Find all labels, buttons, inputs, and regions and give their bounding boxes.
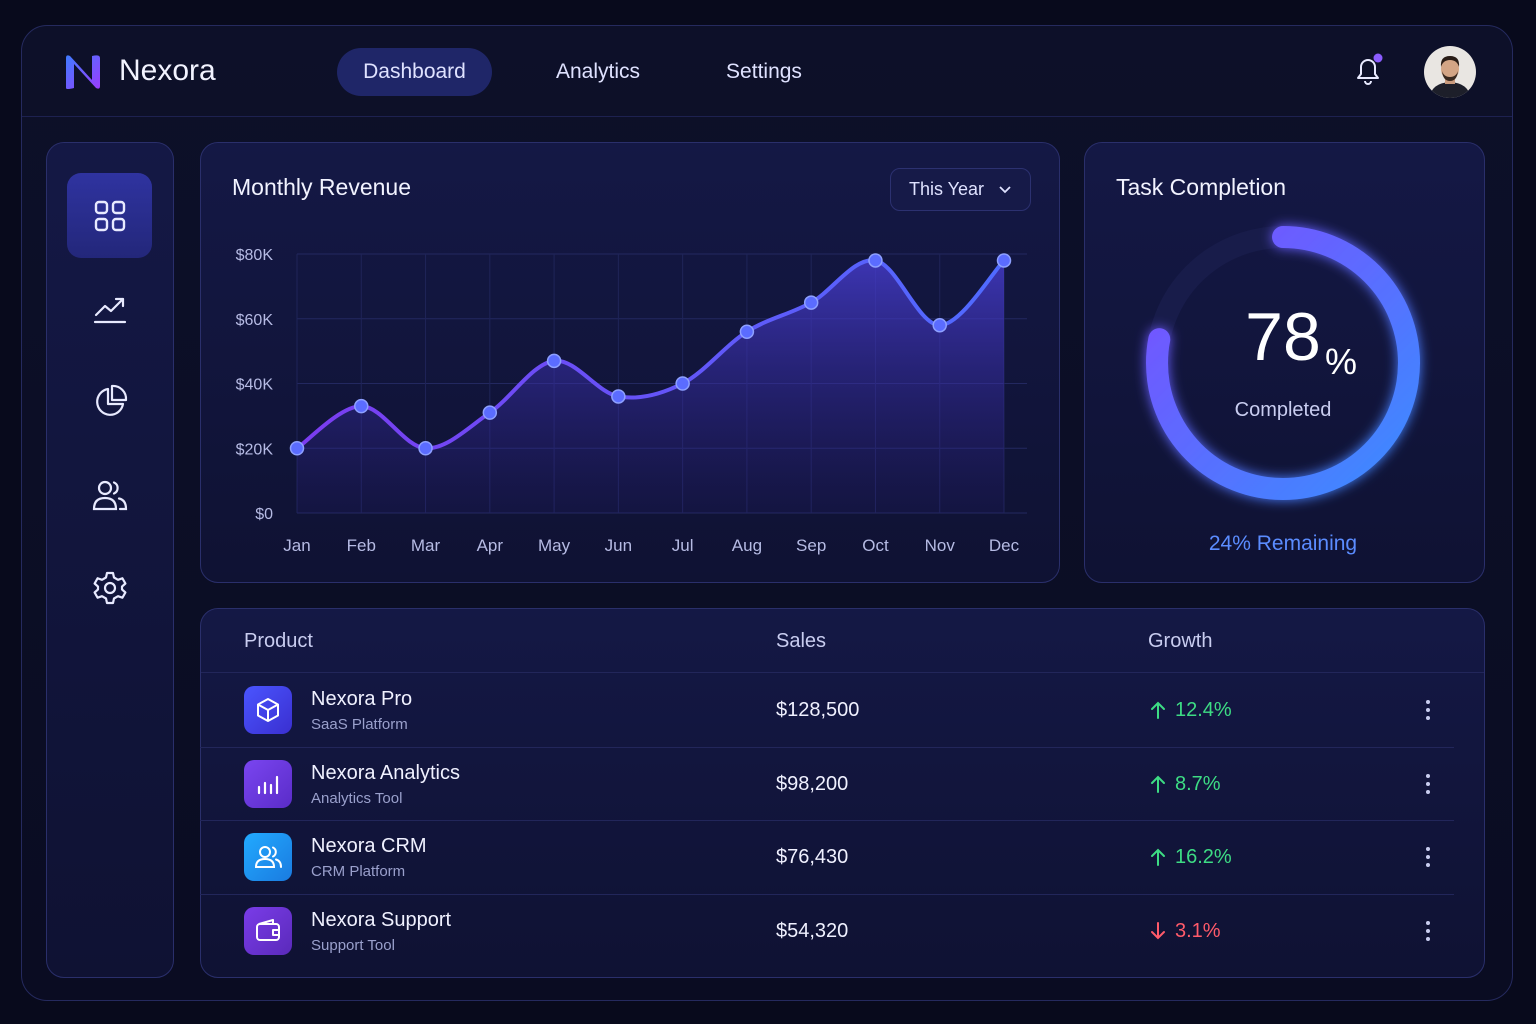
x-tick-label: Jan [283, 536, 310, 555]
x-tick-label: Mar [411, 536, 441, 555]
brand-name: Nexora [119, 54, 216, 87]
row-divider [200, 746, 1454, 748]
revenue-point [611, 389, 626, 404]
remaining-label: 24% Remaining [1209, 532, 1357, 555]
nav-settings[interactable]: Settings [726, 60, 802, 83]
product-name: Nexora Pro [311, 688, 413, 710]
row-divider [200, 893, 1454, 895]
revenue-line [295, 258, 1006, 451]
revenue-point [932, 317, 947, 333]
product-icon [244, 907, 292, 956]
x-tick-label: Sep [796, 536, 826, 555]
revenue-point [803, 295, 819, 310]
sidebar-reports[interactable] [67, 359, 152, 444]
growth-arrow [1148, 847, 1168, 867]
product-sales: $128,500 [776, 699, 860, 721]
revenue-point [546, 353, 562, 369]
product-name: Nexora Support [311, 909, 452, 932]
row-divider [200, 820, 1454, 822]
growth-arrow [1148, 774, 1168, 794]
x-tick-label: May [538, 536, 571, 555]
growth-arrow [1148, 921, 1168, 941]
user-avatar[interactable] [1423, 45, 1477, 99]
x-tick-label: Jul [672, 536, 694, 555]
period-filter-label: This Year [909, 179, 985, 199]
revenue-point [482, 405, 498, 420]
sidebar-dashboard[interactable] [67, 173, 152, 258]
product-sales: $98,200 [776, 772, 849, 795]
revenue-point [354, 398, 369, 414]
column-header: Sales [776, 630, 827, 652]
x-tick-label: Aug [732, 536, 762, 555]
product-growth: 16.2% [1175, 846, 1232, 869]
product-icon [244, 833, 292, 882]
product-name: Nexora Analytics [311, 761, 460, 784]
product-name: Nexora CRM [311, 835, 427, 858]
header-divider [201, 672, 1484, 673]
y-tick-label: $0 [255, 506, 273, 523]
revenue-point [675, 376, 690, 391]
y-tick-label: $80K [236, 247, 274, 264]
revenue-point [418, 441, 433, 456]
completion-unit: % [1325, 341, 1357, 382]
product-growth: 8.7% [1175, 772, 1221, 795]
y-tick-label: $60K [236, 312, 274, 329]
sidebar-analytics[interactable] [67, 266, 152, 351]
brand-logo [66, 55, 100, 89]
product-subtitle: SaaS Platform [311, 716, 408, 733]
x-tick-label: Dec [989, 536, 1020, 555]
donut-progress [1146, 226, 1420, 500]
sidebar-settings[interactable] [67, 545, 152, 630]
revenue-point [868, 253, 883, 268]
product-icon [244, 686, 292, 734]
period-filter[interactable]: This Year [890, 168, 1031, 211]
revenue-point [996, 253, 1012, 268]
task-title: Task Completion [1116, 174, 1287, 200]
sidebar-users[interactable] [67, 452, 152, 537]
nav-analytics[interactable]: Analytics [555, 60, 641, 83]
row-menu[interactable] [1418, 845, 1438, 869]
completion-value: 78 [1245, 299, 1321, 375]
sidebar [46, 142, 174, 978]
revenue-title: Monthly Revenue [232, 174, 411, 200]
column-header: Product [244, 630, 313, 652]
completion-label: Completed [1235, 399, 1332, 421]
x-tick-label: Feb [347, 536, 376, 555]
revenue-area [297, 260, 1004, 513]
row-menu[interactable] [1418, 698, 1438, 722]
y-tick-label: $20K [236, 441, 274, 458]
product-growth: 3.1% [1175, 920, 1221, 943]
column-header: Growth [1148, 630, 1213, 652]
product-sales: $54,320 [776, 920, 849, 943]
row-menu[interactable] [1418, 919, 1438, 943]
product-subtitle: CRM Platform [311, 863, 406, 881]
x-tick-label: Apr [477, 536, 504, 555]
growth-arrow [1148, 700, 1168, 720]
product-subtitle: Support Tool [311, 937, 395, 955]
product-table [200, 608, 1485, 978]
product-sales: $76,430 [776, 846, 849, 869]
product-growth: 12.4% [1175, 699, 1232, 721]
task-donut: 78 % Completed 24% Remaining [1146, 226, 1420, 555]
row-menu[interactable] [1418, 772, 1438, 796]
revenue-point [739, 324, 755, 339]
header-divider [22, 116, 1512, 117]
y-tick-label: $40K [236, 377, 274, 394]
product-subtitle: Analytics Tool [311, 789, 403, 807]
x-tick-label: Jun [605, 536, 632, 555]
revenue-chart: $0 $20K $40K $60K $80K Jan Feb Mar Apr May Jun Jul A… [236, 247, 1027, 555]
x-tick-label: Oct [862, 536, 889, 555]
revenue-point [289, 441, 305, 456]
notification-bell[interactable] [1348, 50, 1388, 90]
product-icon [244, 759, 292, 808]
nav-dashboard[interactable]: Dashboard [337, 48, 492, 96]
x-tick-label: Nov [925, 536, 956, 555]
